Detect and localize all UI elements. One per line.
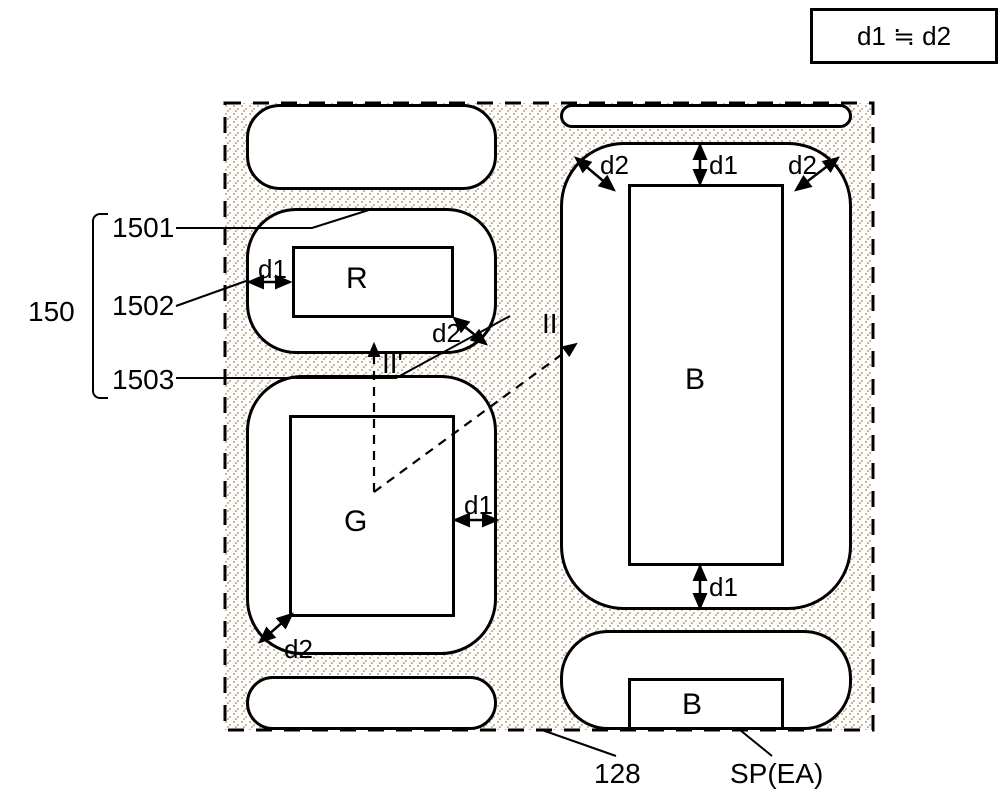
overlay — [0, 0, 1000, 807]
brace-150 — [92, 213, 108, 399]
